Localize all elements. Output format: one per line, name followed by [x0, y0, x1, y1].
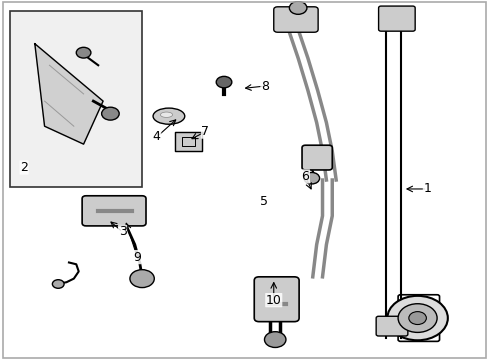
- Text: 7: 7: [201, 125, 209, 138]
- Polygon shape: [175, 132, 201, 151]
- Text: 6: 6: [301, 170, 309, 183]
- Circle shape: [52, 280, 64, 288]
- Circle shape: [264, 332, 285, 347]
- Circle shape: [130, 270, 154, 288]
- Bar: [10, 12, 142, 187]
- FancyBboxPatch shape: [378, 6, 414, 31]
- Text: 10: 10: [265, 294, 281, 307]
- Text: 2: 2: [20, 161, 28, 174]
- Text: 8: 8: [261, 80, 268, 93]
- Ellipse shape: [153, 108, 184, 124]
- Circle shape: [216, 76, 231, 88]
- FancyBboxPatch shape: [302, 145, 331, 170]
- Circle shape: [397, 304, 436, 332]
- FancyBboxPatch shape: [375, 316, 407, 336]
- Polygon shape: [35, 44, 103, 144]
- Circle shape: [386, 296, 447, 340]
- Circle shape: [304, 172, 319, 184]
- FancyBboxPatch shape: [273, 7, 318, 32]
- Text: 1: 1: [423, 183, 430, 195]
- Text: 9: 9: [133, 251, 141, 264]
- Ellipse shape: [160, 112, 172, 117]
- Text: 5: 5: [260, 195, 267, 208]
- Text: 3: 3: [119, 225, 126, 238]
- Circle shape: [102, 107, 119, 120]
- Circle shape: [289, 1, 306, 14]
- Circle shape: [76, 47, 91, 58]
- Circle shape: [408, 312, 426, 324]
- FancyBboxPatch shape: [82, 196, 146, 226]
- FancyBboxPatch shape: [254, 277, 299, 321]
- Text: 4: 4: [152, 130, 161, 144]
